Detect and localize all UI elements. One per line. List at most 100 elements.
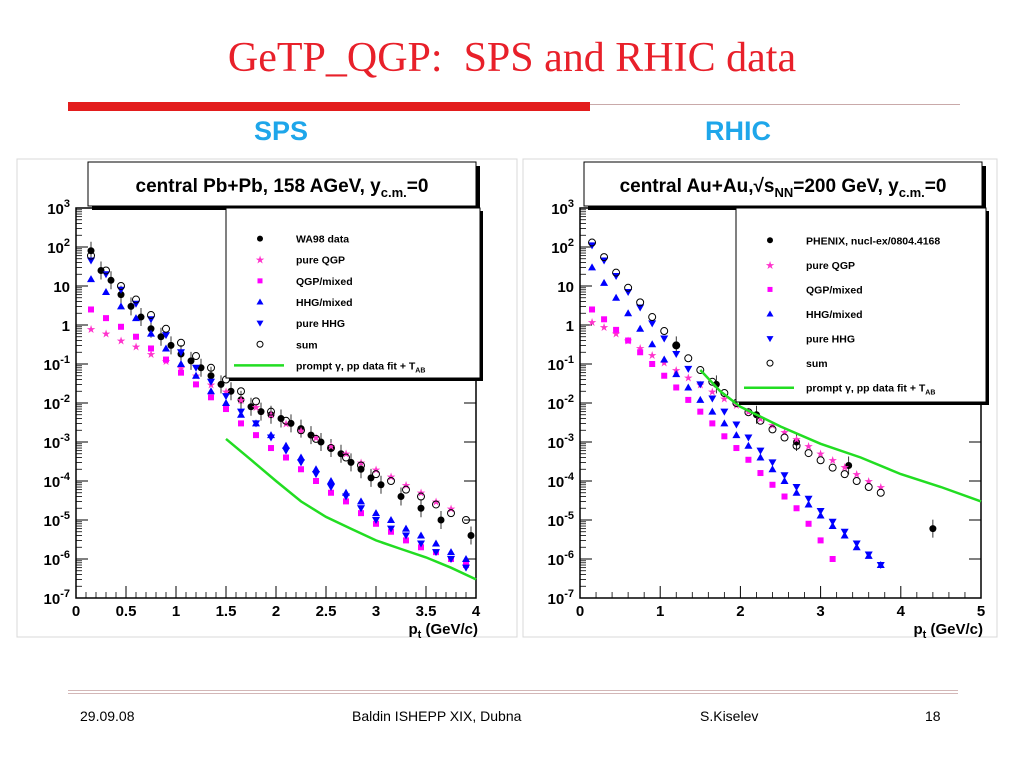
data-point (297, 453, 305, 461)
data-point: ★ (101, 328, 111, 341)
legend-entry-label: pure HHG (296, 318, 345, 330)
data-point (673, 384, 680, 391)
y-tick-label: 10-7 (548, 588, 574, 608)
y-tick-base: 10 (548, 357, 565, 374)
data-point (781, 493, 788, 500)
data-point (649, 361, 656, 367)
legend-entry: WA98 data (296, 234, 349, 246)
data-point (708, 407, 717, 415)
data-point (804, 495, 813, 503)
x-tick-label: 3 (372, 603, 380, 620)
legend-entry-label: pure QGP (806, 260, 855, 272)
data-point (757, 470, 764, 477)
x-tick-label: 2 (736, 603, 744, 620)
data-point (117, 282, 125, 290)
data-point (660, 327, 669, 336)
legend-entry: HHG/mixed (296, 297, 353, 309)
data-point (132, 295, 140, 304)
data-point (852, 477, 861, 485)
x-tick-label: 0.5 (116, 603, 137, 620)
data-point (257, 235, 263, 242)
data-point: ★ (780, 426, 790, 439)
legend-entry-label: sum (296, 339, 318, 351)
data-point (102, 288, 110, 296)
y-tick-base: 1 (62, 318, 70, 335)
x-axis-label-unit: (GeV/c) (421, 621, 478, 638)
data-point (744, 434, 753, 442)
data-point (403, 537, 409, 544)
data-point (588, 238, 597, 247)
data-point (282, 447, 290, 455)
legend-entry-label: WA98 data (296, 234, 349, 246)
chart-title-subscript-2: c.m. (899, 185, 925, 200)
chart-title-tail-2: =0 (925, 176, 947, 197)
y-tick-label: 10-3 (44, 432, 70, 452)
x-tick-label: 2 (272, 603, 280, 620)
data-point (177, 338, 185, 347)
legend-entry: QGP/mixed (806, 284, 863, 296)
data-point (756, 453, 765, 461)
data-point: ★ (635, 342, 645, 355)
data-point (447, 556, 455, 563)
data-point (177, 360, 185, 367)
data-point (708, 395, 717, 403)
y-tick-label: 10-4 (44, 471, 71, 491)
x-tick-label: 0 (72, 603, 80, 620)
data-point (257, 278, 263, 284)
data-point (612, 268, 621, 277)
data-point (358, 510, 364, 517)
data-point (252, 420, 260, 428)
series-2 (589, 306, 836, 562)
data-point (612, 293, 621, 301)
y-tick-base: 10 (44, 474, 61, 491)
legend-entry-label: HHG/mixed (296, 297, 353, 309)
y-tick-label: 10-2 (548, 393, 574, 413)
y-tick-base: 10 (44, 513, 61, 530)
data-point (417, 492, 425, 501)
data-point (167, 341, 175, 349)
data-point (207, 363, 215, 372)
legend-entry: pure HHG (806, 334, 855, 346)
data-point (397, 493, 405, 501)
data-point (816, 508, 825, 516)
data-point (223, 406, 229, 413)
footer-venue: Baldin ISHEPP XIX, Dubna (352, 708, 522, 724)
data-point (793, 505, 800, 512)
data-point (636, 304, 645, 312)
sps-spectrum-chart: central Pb+Pb, 158 AGeV, yc.m.=010-710-6… (16, 158, 518, 638)
data-point (708, 377, 717, 386)
legend-entry: prompt γ, pp data fit + TAB (806, 383, 935, 397)
data-point (637, 349, 644, 356)
y-tick-label: 1 (62, 318, 70, 335)
legend-box (735, 207, 987, 403)
data-point (648, 313, 657, 322)
legend-entry-label: prompt γ, pp data fit + T (296, 360, 416, 372)
data-point: ★ (587, 316, 597, 329)
data-point (804, 449, 813, 458)
title-accent-bar (68, 102, 590, 111)
y-tick-exponent: -1 (60, 354, 70, 366)
x-tick-label: 1 (172, 603, 180, 620)
slide-title: GeTP_QGP: SPS and RHIC data (227, 35, 797, 81)
data-point: ★ (255, 254, 265, 267)
data-point (237, 387, 245, 396)
data-point: ★ (816, 448, 826, 461)
data-point (252, 397, 260, 406)
y-tick-label: 102 (47, 237, 70, 257)
data-point (147, 311, 155, 320)
title-divider (590, 104, 960, 105)
data-point (222, 393, 230, 401)
chart-title: central Au+Au,√sNN=200 GeV, yc.m.=0 (620, 176, 947, 200)
data-point (432, 539, 440, 547)
data-point (766, 336, 774, 343)
data-point (864, 551, 873, 559)
data-point: ★ (326, 440, 336, 453)
x-tick-label: 3.5 (416, 603, 437, 620)
data-point (462, 564, 470, 572)
y-tick-exponent: -2 (564, 393, 574, 405)
data-point (432, 549, 440, 557)
data-point (237, 408, 245, 416)
x-axis-label-unit: (GeV/c) (926, 621, 983, 638)
data-point (207, 378, 215, 386)
data-point (672, 341, 681, 350)
